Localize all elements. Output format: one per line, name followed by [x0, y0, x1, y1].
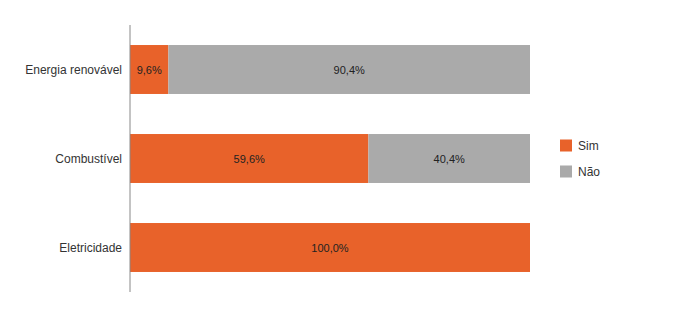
chart-container: 100,0% 59,6% 40,4% 9,6% 90,4% Eletricidade Com… [0, 0, 679, 318]
bar-segment [130, 134, 368, 183]
legend-label: Sim [578, 139, 599, 153]
data-label: 100,0% [311, 242, 349, 254]
tick-label: Combustível [55, 152, 122, 166]
legend-swatch [560, 140, 572, 152]
legend-label: Não [578, 165, 600, 179]
bar-segment [130, 223, 530, 272]
data-label: 40,4% [434, 153, 465, 165]
data-labels: 100,0% 59,6% 40,4% 9,6% 90,4% [137, 64, 465, 254]
chart: 100,0% 59,6% 40,4% 9,6% 90,4% Eletricidade Com… [0, 0, 679, 318]
bar-segment [368, 134, 530, 183]
tick-label: Eletricidade [59, 241, 122, 255]
data-label: 59,6% [234, 153, 265, 165]
legend-swatch [560, 166, 572, 178]
data-label: 90,4% [334, 64, 365, 76]
legend: Sim Não [560, 139, 600, 179]
bar-segment [168, 45, 530, 94]
bar-segment [130, 45, 168, 94]
tick-label: Energia renovável [25, 63, 122, 77]
bar-segment [530, 223, 531, 272]
bars [130, 45, 530, 272]
data-label: 9,6% [137, 64, 162, 76]
axis-line [130, 25, 131, 292]
